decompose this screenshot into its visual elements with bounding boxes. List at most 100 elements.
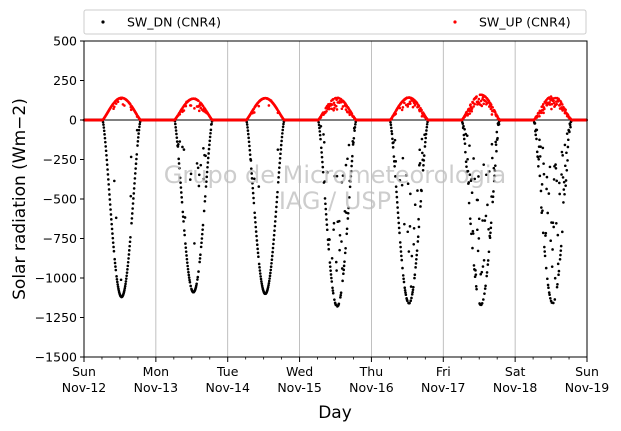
sw-dn-point (554, 163, 557, 166)
sw-dn-point (398, 231, 401, 235)
sw-dn-point (394, 185, 398, 188)
sw-dn-point (337, 302, 341, 306)
sw-dn-point (109, 208, 112, 211)
sw-dn-point (465, 134, 469, 137)
sw-dn-point (207, 152, 210, 155)
sw-dn-point (558, 181, 561, 185)
sw-dn-point (471, 246, 474, 250)
sw-dn-point (333, 174, 337, 178)
y-tick-label: −750 (43, 231, 77, 246)
sw-dn-point (563, 164, 567, 168)
x-tick-date: Nov-17 (421, 380, 465, 395)
sw-dn-point (560, 150, 564, 154)
sw-dn-point (205, 175, 209, 179)
sw-dn-point (553, 298, 557, 301)
sw-up-point (564, 108, 567, 112)
sw-dn-point (275, 195, 279, 199)
sw-dn-point (253, 216, 257, 219)
sw-dn-point (206, 161, 210, 164)
sw-dn-point (127, 249, 131, 252)
sw-up-point (482, 102, 486, 106)
sw-dn-point (185, 261, 189, 264)
sw-dn-point (563, 192, 566, 196)
sw-dn-point (278, 161, 282, 165)
sw-dn-point (566, 145, 570, 149)
y-tick-label: 500 (53, 34, 77, 49)
sw-dn-point (267, 281, 271, 285)
sw-dn-point (247, 136, 250, 140)
sw-dn-point (337, 219, 341, 223)
sw-dn-point (123, 284, 127, 288)
sw-dn-point (104, 145, 108, 148)
sw-dn-point (555, 285, 559, 289)
sw-dn-point (257, 255, 260, 259)
sw-dn-point (352, 137, 356, 140)
sw-dn-point (407, 250, 411, 253)
sw-up-point (348, 113, 352, 117)
sw-dn-point (111, 236, 115, 240)
sw-up-point (561, 103, 564, 106)
sw-dn-point (115, 275, 118, 278)
sw-dn-point (568, 123, 572, 127)
sw-dn-point (420, 189, 423, 193)
sw-dn-point (340, 240, 343, 243)
sw-dn-point (561, 176, 565, 179)
sw-dn-point (135, 157, 138, 161)
sw-dn-point (408, 225, 412, 228)
sw-dn-point (555, 179, 558, 183)
sw-up-point (398, 106, 402, 110)
sw-dn-point (327, 243, 330, 246)
sw-dn-point (250, 172, 253, 175)
x-tick-date: Nov-16 (349, 380, 394, 395)
sw-up-point (491, 106, 494, 109)
sw-dn-point (124, 280, 128, 283)
sw-dn-point (125, 274, 128, 278)
sw-dn-point (546, 277, 549, 281)
sw-up-point (333, 106, 336, 110)
sw-dn-point (204, 185, 208, 188)
sw-dn-point (330, 280, 334, 283)
sw-dn-point (135, 153, 139, 156)
sw-dn-point (113, 179, 116, 183)
sw-dn-point (135, 128, 139, 132)
sw-up-point (550, 107, 553, 111)
sw-dn-point (494, 140, 497, 144)
sw-dn-point (106, 173, 110, 176)
sw-dn-point (281, 125, 285, 129)
sw-up-point (325, 109, 328, 113)
sw-dn-point (472, 157, 475, 160)
sw-dn-point (258, 272, 262, 275)
sw-dn-point (330, 256, 334, 260)
sw-dn-point (493, 169, 497, 172)
sw-up-point (197, 109, 201, 113)
sw-dn-point (180, 196, 183, 199)
sw-dn-point (129, 194, 133, 198)
sw-dn-point (402, 277, 405, 281)
sw-up-point (114, 102, 118, 105)
sw-up-point (413, 103, 417, 107)
sw-dn-point (392, 141, 395, 144)
sw-dn-point (269, 265, 273, 268)
sw-dn-point (543, 245, 546, 249)
sw-dn-point (130, 212, 134, 215)
sw-up-point (394, 112, 398, 116)
sw-dn-point (273, 220, 277, 223)
sw-dn-point (565, 151, 568, 155)
sw-dn-point (104, 149, 108, 153)
sw-dn-point (203, 199, 207, 203)
sw-dn-point (282, 122, 285, 126)
sw-dn-point (319, 146, 323, 150)
sw-dn-point (206, 156, 210, 160)
sw-up-point (490, 113, 494, 116)
sw-dn-point (111, 232, 114, 235)
sw-dn-point (416, 235, 420, 238)
x-tick-date: Nov-12 (62, 380, 106, 395)
sw-dn-point (180, 200, 184, 204)
sw-dn-point (340, 180, 344, 184)
sw-dn-point (258, 266, 261, 269)
sw-up-point (417, 104, 421, 108)
sw-dn-point (467, 181, 471, 184)
sw-dn-point (324, 212, 328, 216)
sw-up-point (542, 111, 545, 115)
sw-dn-point (131, 202, 135, 205)
